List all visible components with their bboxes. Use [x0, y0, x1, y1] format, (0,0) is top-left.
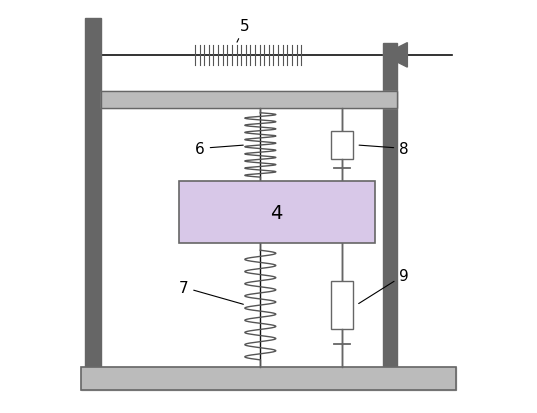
Bar	[101, 92, 397, 109]
Bar	[101, 92, 397, 109]
Bar	[81, 368, 456, 390]
Text: 6: 6	[195, 142, 243, 157]
Text: 8: 8	[359, 142, 409, 157]
Text: 4: 4	[271, 203, 283, 222]
Text: 7: 7	[179, 280, 243, 304]
Bar	[179, 182, 375, 243]
Bar	[81, 368, 456, 390]
Polygon shape	[383, 43, 408, 68]
Text: 9: 9	[359, 268, 409, 304]
Text: 5: 5	[237, 19, 250, 43]
Bar	[331, 132, 353, 159]
Bar	[331, 282, 353, 329]
Bar	[85, 19, 101, 377]
Bar	[383, 43, 397, 377]
